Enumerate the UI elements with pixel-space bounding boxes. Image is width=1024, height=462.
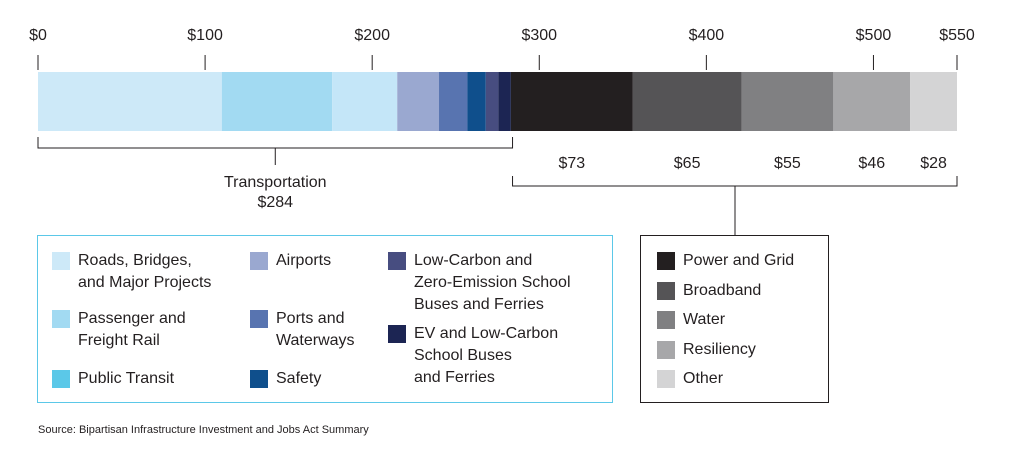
legend-label: Resiliency: [683, 340, 756, 358]
legend-swatch: [250, 252, 268, 270]
group-label: $284: [257, 194, 293, 211]
legend-label: Other: [683, 370, 724, 387]
legend-swatch: [657, 370, 675, 388]
segment-value-label: $28: [920, 155, 947, 172]
x-axis-ticks: $0 $100 $200 $300 $400 $500 $550: [29, 27, 975, 70]
legend-item: Low-Carbon and Zero-Emission School Buse…: [388, 250, 571, 316]
legend-item: Other: [657, 368, 723, 390]
tick-label: $0: [29, 27, 47, 44]
legend-item: Resiliency: [657, 339, 756, 361]
legend-label: Passenger and Freight Rail: [78, 310, 186, 349]
segment-value-label: $73: [559, 155, 586, 172]
legend-label: Low-Carbon and Zero-Emission School Buse…: [414, 252, 571, 313]
legend-swatch: [52, 310, 70, 328]
segment-value-label: $46: [858, 155, 885, 172]
legend-item: Roads, Bridges, and Major Projects: [52, 250, 211, 294]
legend-item: Power and Grid: [657, 250, 794, 272]
bar-segment: [221, 72, 333, 131]
bar-segment: [332, 72, 398, 131]
bar-segment: [485, 72, 499, 131]
legend-swatch: [250, 310, 268, 328]
legend-swatch: [388, 252, 406, 270]
tick-label: $100: [187, 27, 223, 44]
transportation-bracket: [37, 137, 514, 149]
bar-segment: [632, 72, 742, 131]
bar-segment: [397, 72, 440, 131]
legend-label: Broadband: [683, 281, 762, 299]
legend-item: Safety: [250, 368, 321, 390]
legend-swatch: [52, 252, 70, 270]
segment-value-label: $55: [774, 155, 801, 172]
legend-label: Public Transit: [78, 370, 175, 387]
bar-segment: [910, 72, 957, 131]
legend-swatch: [52, 370, 70, 388]
tick-label: $200: [354, 27, 390, 44]
legend-item: Passenger and Freight Rail: [52, 308, 186, 352]
legend-label: EV and Low-Carbon School Buses and Ferri…: [414, 325, 559, 386]
legend-item: Ports and Waterways: [250, 308, 355, 352]
bar-segment: [38, 72, 222, 131]
legend-label: Roads, Bridges, and Major Projects: [78, 252, 212, 291]
legend-swatch: [657, 252, 675, 270]
legend-item: EV and Low-Carbon School Buses and Ferri…: [388, 323, 558, 389]
bar-segment: [510, 72, 633, 131]
legend-swatch: [657, 281, 675, 300]
other-categories-bracket: [512, 176, 958, 187]
legend-label: Safety: [276, 370, 322, 387]
bar-segment: [467, 72, 486, 131]
legend-swatch: [657, 311, 675, 329]
legend-label: Power and Grid: [683, 252, 795, 269]
tick-label: $500: [856, 27, 892, 44]
legend-transportation: Roads, Bridges, and Major Projects Passen…: [37, 235, 613, 403]
bar-segments: [38, 72, 957, 131]
legend-item: Airports: [250, 250, 331, 272]
legend-item: Broadband: [657, 280, 761, 302]
legend-label: Ports and Waterways: [276, 310, 355, 349]
group-label: Transportation: [224, 174, 327, 191]
segment-value-label: $65: [674, 155, 701, 172]
bar-segment: [833, 72, 911, 131]
legend-item: Public Transit: [52, 368, 174, 390]
bar-segment: [498, 72, 511, 131]
legend-label: Water: [683, 311, 726, 328]
stacked-bar-chart: $0 $100 $200 $300 $400 $500 $550 $73 $65 $55 $46 $…: [29, 27, 975, 235]
source-note: Source: Bipartisan Infrastructure Invest…: [38, 424, 369, 436]
legend-swatch: [388, 325, 406, 343]
value-labels: $73 $65 $55 $46 $28: [559, 155, 948, 172]
tick-label: $300: [521, 27, 557, 44]
legend-swatch: [657, 340, 675, 359]
group-brackets: Transportation $284: [37, 137, 958, 235]
tick-label: $550: [939, 27, 975, 44]
tick-label: $400: [689, 27, 725, 44]
legend-label: Airports: [276, 252, 332, 269]
bar-segment: [741, 72, 834, 131]
legend-item: Water: [657, 309, 725, 331]
bar-segment: [439, 72, 468, 131]
legend-swatch: [250, 370, 268, 388]
legend-other-categories: Power and Grid Broadband Water Resiliency Ot…: [640, 235, 829, 403]
